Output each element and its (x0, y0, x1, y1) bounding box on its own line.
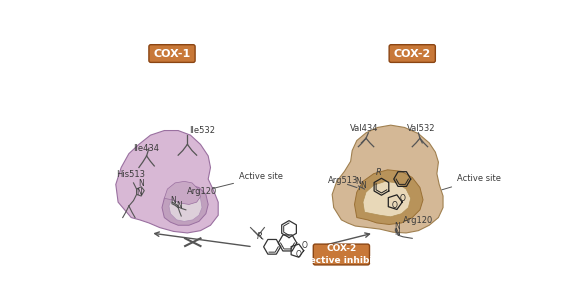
FancyBboxPatch shape (389, 45, 435, 63)
Polygon shape (162, 185, 208, 225)
Text: Arg120: Arg120 (403, 216, 433, 225)
Text: N: N (177, 201, 183, 210)
Text: O: O (295, 250, 301, 259)
Text: Active site: Active site (213, 172, 283, 188)
Text: Val532: Val532 (407, 124, 435, 133)
Text: His513: His513 (116, 170, 146, 179)
Text: N: N (355, 178, 361, 186)
Text: N: N (137, 188, 142, 197)
Polygon shape (169, 191, 202, 221)
Text: COX-2: COX-2 (393, 48, 431, 59)
FancyBboxPatch shape (313, 244, 370, 265)
Text: Arg120: Arg120 (187, 188, 218, 196)
Text: N: N (170, 196, 176, 205)
Text: O: O (400, 194, 406, 203)
Polygon shape (164, 181, 200, 204)
Text: COX-2
selective inhibitor: COX-2 selective inhibitor (295, 245, 388, 264)
Text: N: N (360, 181, 366, 189)
Text: N: N (138, 179, 144, 188)
Text: R: R (257, 232, 263, 241)
Text: Val434: Val434 (350, 124, 379, 133)
Text: O: O (392, 201, 397, 210)
Polygon shape (354, 170, 423, 224)
Text: N: N (394, 222, 400, 231)
Polygon shape (332, 125, 443, 233)
Text: R: R (376, 168, 382, 177)
Text: Ile532: Ile532 (189, 126, 215, 135)
Text: Arg513: Arg513 (328, 176, 358, 185)
Polygon shape (363, 181, 411, 217)
Polygon shape (116, 131, 218, 233)
FancyBboxPatch shape (149, 45, 195, 63)
Text: COX-1: COX-1 (153, 48, 191, 59)
Text: Ile434: Ile434 (134, 144, 160, 153)
Text: Active site: Active site (442, 174, 501, 190)
Text: N: N (394, 228, 400, 237)
Text: O: O (301, 241, 307, 249)
